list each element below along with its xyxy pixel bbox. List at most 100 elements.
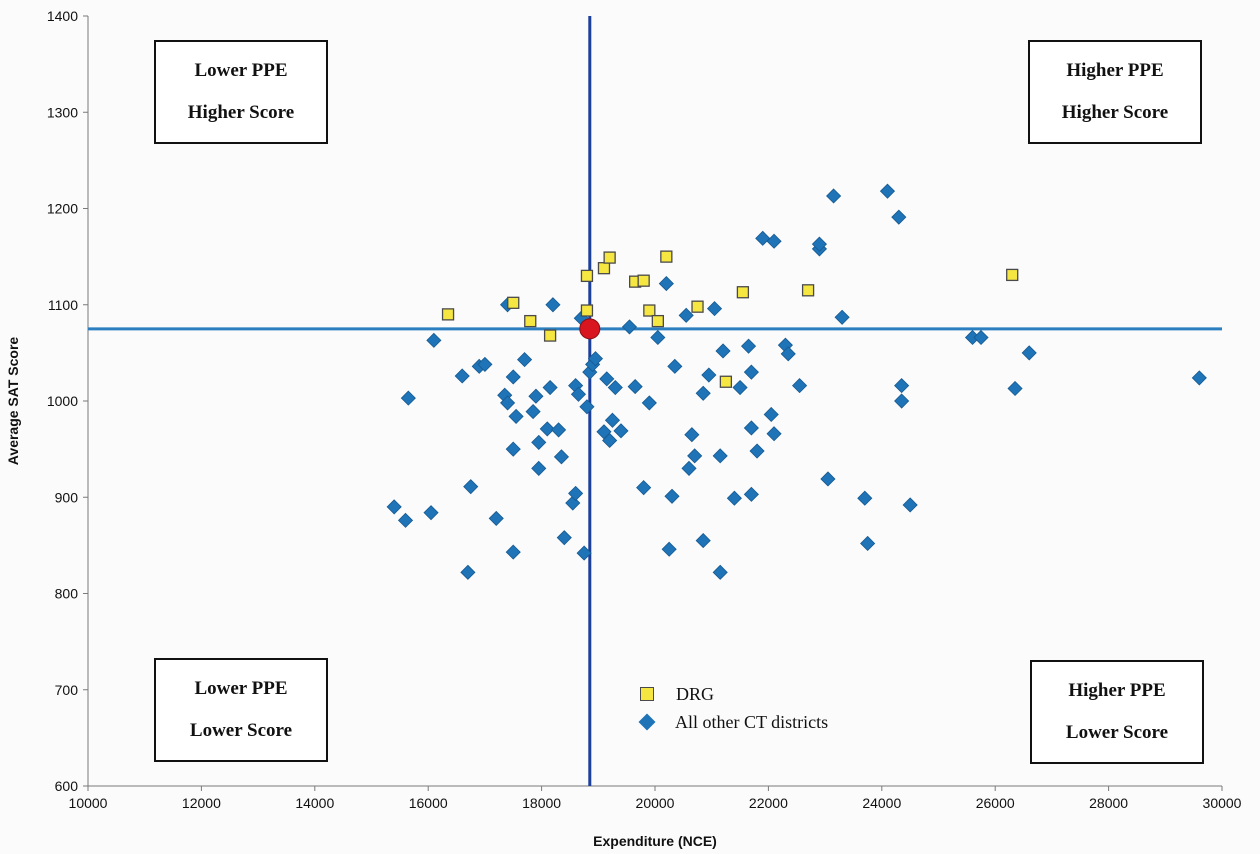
diamond-point xyxy=(811,236,827,252)
diamond-point xyxy=(621,319,638,335)
diamond-point xyxy=(664,488,680,504)
x-tick-label: 26000 xyxy=(976,795,1015,811)
data-points xyxy=(386,183,1207,580)
highlighted-district-point xyxy=(579,318,601,340)
square-point xyxy=(801,284,815,297)
diamond-point xyxy=(834,309,850,325)
x-tick-label: 28000 xyxy=(1089,795,1128,811)
diamond-point xyxy=(973,329,989,346)
diamond-point xyxy=(879,183,896,199)
reference-lines xyxy=(88,16,1222,786)
diamond-point xyxy=(539,421,555,437)
diamond-point xyxy=(740,338,757,354)
diamond-point xyxy=(599,371,615,387)
y-tick-label: 1100 xyxy=(48,297,78,313)
diamond-point xyxy=(678,307,694,323)
x-tick-label: 14000 xyxy=(295,795,334,811)
diamond-point xyxy=(505,369,521,385)
diamond-point xyxy=(576,545,592,561)
quadrant-line: Higher PPE xyxy=(1068,680,1166,701)
quadrant-line: Lower Score xyxy=(1065,722,1169,743)
diamond-point xyxy=(463,479,479,495)
diamond-point xyxy=(780,346,796,362)
square-point xyxy=(637,274,650,287)
legend-item-other-districts: All other CT districts xyxy=(638,708,829,736)
diamond-point xyxy=(894,393,910,409)
square-point xyxy=(691,300,704,313)
legend-item-drg: DRG xyxy=(640,680,828,708)
diamond-point xyxy=(641,395,657,411)
diamond-point xyxy=(902,497,918,513)
x-tick-label: 22000 xyxy=(749,795,788,811)
diamond-point xyxy=(587,351,604,367)
diamond-point xyxy=(542,379,558,396)
legend-label: All other CT districts xyxy=(675,711,829,732)
square-point xyxy=(441,308,455,321)
diamond-point xyxy=(732,379,748,396)
quadrant-label-bottom-left: Lower PPE Lower Score xyxy=(154,658,328,762)
diamond-point xyxy=(1021,345,1037,361)
diamond-point xyxy=(658,276,674,292)
diamond-point xyxy=(604,412,621,428)
x-tick-label: 18000 xyxy=(522,795,561,811)
diamond-point xyxy=(460,564,476,580)
diamond-point xyxy=(755,230,771,246)
diamond-point xyxy=(525,404,541,420)
quadrant-line: Higher Score xyxy=(187,102,295,123)
y-tick-label: 1000 xyxy=(47,393,78,409)
diamond-point xyxy=(749,443,765,459)
square-point xyxy=(580,269,594,283)
diamond-point xyxy=(488,510,504,526)
diamond-point xyxy=(894,378,910,394)
x-tick-label: 24000 xyxy=(862,795,901,811)
quadrant-label-top-left: Lower PPE Higher Score xyxy=(154,40,328,144)
diamond-point xyxy=(687,448,703,464)
diamond-point xyxy=(397,512,414,528)
y-tick-label: 1200 xyxy=(47,201,78,217)
diamond-point xyxy=(627,378,643,395)
diamond-point xyxy=(636,480,652,496)
diamond-point xyxy=(400,390,416,406)
diamond-point xyxy=(766,233,782,249)
diamond-point xyxy=(531,460,547,476)
diamond-point xyxy=(423,505,439,521)
diamond-point xyxy=(505,441,521,457)
square-point xyxy=(580,304,594,317)
diamond-point xyxy=(715,343,731,359)
diamond-point xyxy=(661,541,677,557)
diamond-point xyxy=(726,490,742,506)
diamond-point xyxy=(607,379,623,396)
square-point xyxy=(1006,268,1019,282)
diamond-point xyxy=(650,329,666,346)
diamond-point xyxy=(766,426,782,442)
y-tick-label: 700 xyxy=(55,682,79,698)
diamond-point xyxy=(695,532,711,549)
x-axis-title: Expenditure (NCE) xyxy=(593,833,717,849)
square-point xyxy=(660,250,673,263)
diamond-point xyxy=(712,448,728,464)
diamond-point xyxy=(551,422,567,438)
diamond-point xyxy=(454,368,470,384)
quadrant-line: Lower PPE xyxy=(194,60,288,81)
diamond-point xyxy=(531,434,547,450)
quadrant-label-top-right: Higher PPE Higher Score xyxy=(1028,40,1202,144)
diamond-point xyxy=(706,301,723,317)
diamond-point xyxy=(712,564,728,580)
quadrant-line: Lower PPE xyxy=(194,678,288,699)
y-tick-label: 1400 xyxy=(47,8,78,24)
diamond-point xyxy=(505,544,521,560)
square-point xyxy=(543,329,557,342)
x-tick-label: 20000 xyxy=(636,795,675,811)
diamond-point xyxy=(553,449,570,465)
diamond-point xyxy=(426,332,442,348)
y-tick-label: 900 xyxy=(55,489,79,505)
square-point xyxy=(603,251,616,264)
diamond-point xyxy=(684,427,700,443)
diamond-point xyxy=(556,530,572,546)
highlight-layer xyxy=(579,318,601,340)
axis-ticks: 10000 12000 14000 16000 18000 20000 22000 24000… xyxy=(47,8,1242,811)
square-point xyxy=(524,314,537,328)
quadrant-line: Higher Score xyxy=(1061,102,1169,123)
quadrant-line: Higher PPE xyxy=(1066,60,1164,81)
diamond-point xyxy=(528,388,544,404)
